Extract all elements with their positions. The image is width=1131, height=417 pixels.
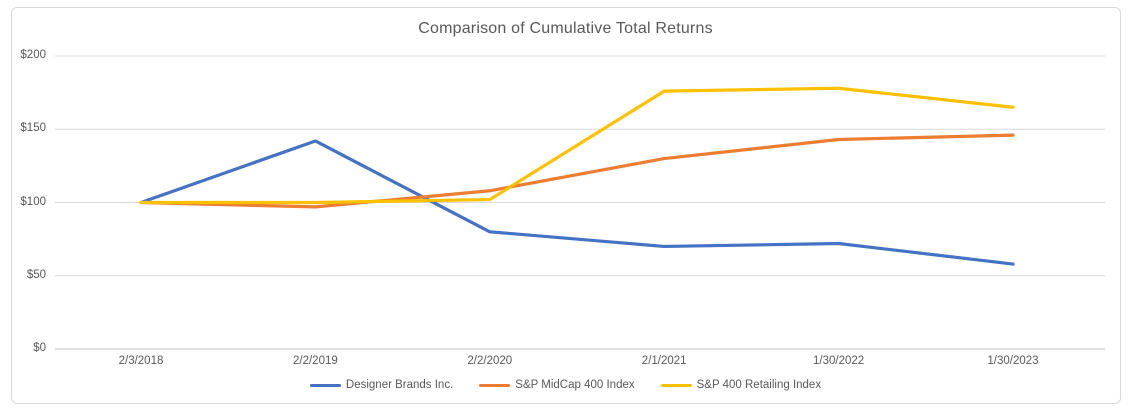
legend-label: Designer Brands Inc.	[345, 379, 454, 391]
x-tick-label: 2/1/2021	[641, 355, 687, 367]
x-tick-label: 1/30/2022	[813, 355, 865, 367]
x-tick-label: 2/2/2020	[467, 355, 513, 367]
legend-label: S&P 400 Retailing Index	[696, 379, 822, 391]
legend-line-swatch	[660, 383, 692, 387]
legend-label: S&P MidCap 400 Index	[515, 379, 635, 391]
legend-item-designer-brands-inc: Designer Brands Inc.	[309, 379, 454, 391]
x-tick-label: 1/30/2023	[987, 355, 1039, 367]
series-line-s-p-midcap-400-index	[139, 133, 1015, 209]
series-line-designer-brands-inc	[139, 139, 1015, 266]
legend-item-s-p-400-retailing-index: S&P 400 Retailing Index	[660, 379, 822, 391]
legend-line-swatch	[309, 383, 341, 387]
y-tick-label: $0	[33, 342, 46, 354]
legend-line-swatch	[479, 383, 511, 387]
chart-frame	[11, 7, 1121, 404]
chart-title: Comparison of Cumulative Total Returns	[418, 20, 713, 37]
legend: Designer Brands Inc. S&P MidCap 400 Index…	[0, 376, 1131, 394]
x-tick-label: 2/3/2018	[118, 355, 164, 367]
series-line-s-p-400-retailing-index	[139, 86, 1015, 205]
legend-item-s-p-midcap-400-index: S&P MidCap 400 Index	[479, 379, 635, 391]
y-tick-label: $100	[20, 195, 46, 208]
y-tick-label: $50	[26, 268, 46, 281]
y-tick-label: $200	[20, 49, 46, 61]
x-tick-label: 2/2/2019	[293, 355, 338, 367]
y-tick-label: $150	[20, 122, 46, 135]
